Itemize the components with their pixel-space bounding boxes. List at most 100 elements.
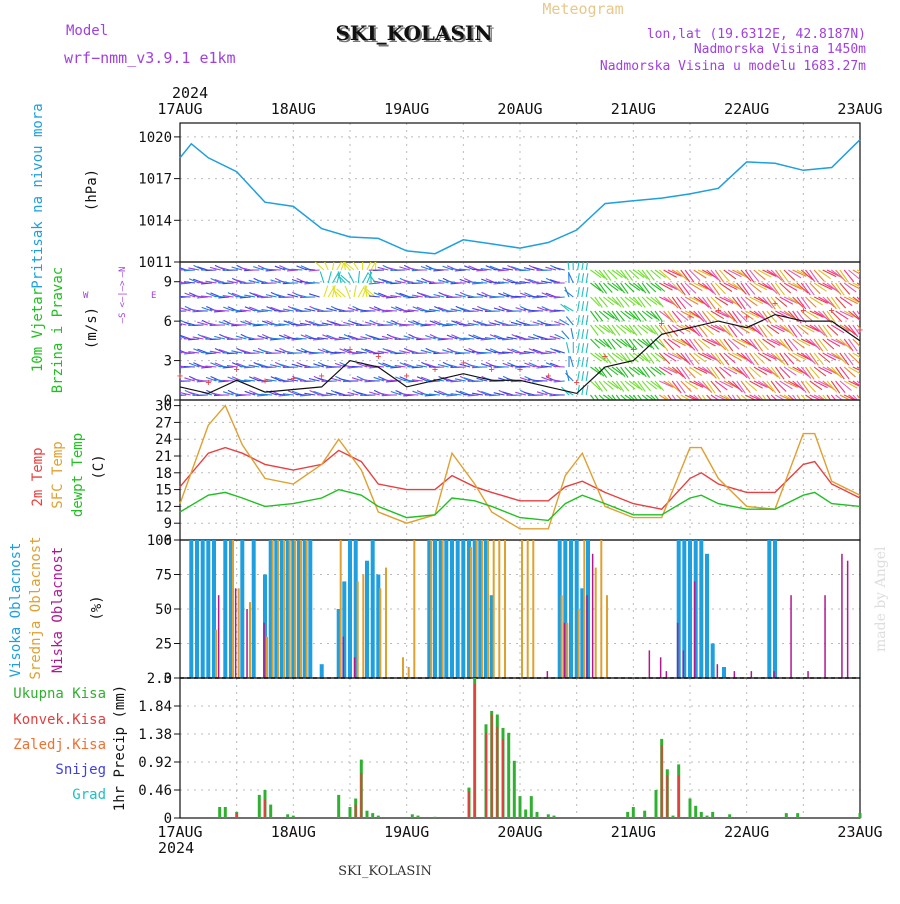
top-tick-label: 21AUG [611,100,656,118]
wind-vector [382,296,393,297]
cloud-bar [773,540,777,678]
wind-vector [741,297,751,308]
wind-vector [582,315,584,325]
y-tick-label: 50 [155,602,172,618]
cloud-bar [493,540,495,678]
footer-station: SKI_KOLASIN [338,864,432,879]
y-tick-label: 1014 [138,213,172,229]
cloud-bar [824,595,826,678]
wind-vector [788,339,798,350]
wind-vector [373,270,384,271]
cloud-bar [235,588,237,678]
wind-vector [261,297,272,298]
cloud-bar [365,561,369,678]
cloud-bar [592,554,594,678]
wind-vector [506,325,517,326]
cloud-bar [215,630,217,678]
y-tick-label: 27 [155,415,172,431]
y-tick-label: 15 [155,483,172,499]
wind-vector [390,283,401,284]
y-tick-label: 18 [155,466,172,482]
precip-bar [626,812,629,818]
cloud-bar [841,554,843,678]
precip-bar [519,796,522,818]
wind-vector [591,339,600,348]
wind-vector [343,395,354,396]
cloud-bar [252,540,256,678]
y-tick-label: 6 [164,314,172,330]
cloud-bar [300,540,302,678]
gust-marker: + [319,371,325,382]
wind-vector [328,271,331,283]
precip-bar [706,816,709,818]
precip-bar [700,812,703,818]
wind-vector [659,270,670,280]
wind-vector [352,366,363,367]
top-tick-label: 23AUG [837,100,882,118]
precip-bar [711,812,714,818]
wind-vector [570,356,573,367]
station-title: SKI_KOLASIN [335,21,492,45]
wind-vector [750,270,759,282]
cloud-bar [223,540,227,678]
cloud-bar [487,540,489,678]
wind-vector [715,367,725,379]
wind-vector [677,381,686,393]
precip-bar [496,727,498,818]
gust-marker: + [744,312,750,323]
wind-vector [806,283,815,295]
wind-vector [369,283,380,284]
gust-marker: + [460,358,466,369]
cloud-bar [294,540,296,678]
top-tick-label: 18AUG [271,100,316,118]
gust-marker: + [545,371,551,382]
wind-vector [642,395,652,403]
cloud-bar [189,540,193,678]
wind-vector [806,381,816,392]
wind-vector [745,283,755,295]
cloud-bar [240,540,244,678]
precip-bar [507,733,510,818]
wind-vector [339,325,350,326]
y-tick-label: 1.38 [138,727,172,743]
cloud-bar [699,540,703,678]
wind-vector [244,283,255,284]
wind-vector [775,367,784,379]
plot-area: 10111014101710200369++++++++++++++++++++… [138,123,870,827]
precip-bar [728,814,731,818]
wind-vector [438,270,449,271]
precip-bar [672,816,675,818]
top-tick-label: 19AUG [384,100,429,118]
wind-vector [578,329,580,339]
precip-bar [491,715,493,819]
compass-e: E [151,291,156,301]
cloud-bar [238,588,240,678]
precip-bar [661,745,663,818]
precip-bar [547,814,550,818]
cloud-bar [379,588,381,678]
y-tick-label: 0.46 [138,783,172,799]
cloud-bar [461,540,465,678]
wind-vector [463,395,474,396]
wind-vector [205,270,216,271]
y-tick-label: 0.92 [138,755,172,771]
gust-marker: + [262,376,268,387]
cloud-bar [807,671,809,678]
wind-vector [853,381,866,389]
wind-vector [356,339,367,340]
y-tick-label: 1.84 [138,699,172,715]
precip-bar [553,816,556,818]
wind-vector [582,273,584,283]
wind-vector [586,315,588,325]
precip-bar [468,791,470,818]
y-tick-label: 1017 [138,172,172,188]
wind-vector [468,311,479,312]
cloud-bar [232,540,234,678]
wind-vector [591,311,599,322]
top-tick-label: 17AUG [157,100,202,118]
meteogram-label: Meteogram [542,0,623,18]
